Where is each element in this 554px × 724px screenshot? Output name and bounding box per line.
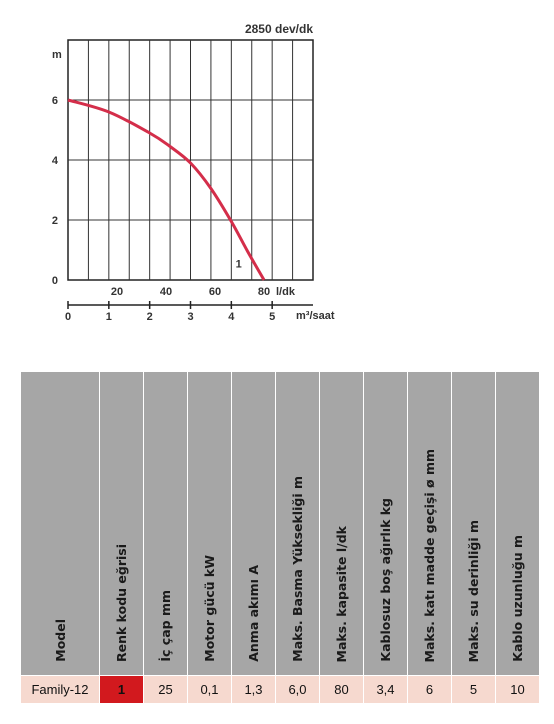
header-cell: Renk kodu eğrisi [99, 371, 144, 676]
series-line-1 [67, 98, 266, 281]
y-tick-label: 4 [52, 155, 59, 167]
x-primary-tick-labels: 20 40 60 80 [111, 286, 270, 298]
x-primary-tick-label: 40 [160, 286, 172, 298]
x-secondary-tick-labels: 0 1 2 3 4 5 [65, 311, 275, 323]
specification-table: Model Renk kodu eğrisi İç çap mm Motor g… [20, 371, 540, 704]
cell-max-depth: 5 [451, 675, 496, 704]
header-label: Maks. katı madde geçişi ø mm [422, 448, 437, 662]
cell-max-solids: 6 [407, 675, 452, 704]
header-label: Renk kodu eğrisi [114, 543, 129, 662]
x-secondary-tick-label: 1 [106, 311, 112, 323]
y-tick-label: 6 [52, 95, 58, 107]
x-primary-tick-label: 20 [111, 286, 123, 298]
y-tick-labels: 0 2 4 6 [52, 95, 59, 287]
cell-color-code: 1 [99, 675, 144, 704]
header-label: İç çap mm [158, 590, 173, 662]
header-label: Kablosuz boş ağırlık kg [378, 498, 393, 662]
cell-cable-length: 10 [495, 675, 540, 704]
cell-model: Family-12 [20, 675, 100, 704]
x-secondary-tick-label: 5 [269, 311, 275, 323]
header-label: Kablo uzunluğu m [510, 535, 525, 662]
x-primary-tick-label: 80 [258, 286, 270, 298]
header-label: Maks. Basma Yüksekliği m [290, 476, 305, 662]
header-cell: İç çap mm [143, 371, 188, 676]
cell-max-capacity: 80 [319, 675, 364, 704]
header-label: Maks. su derinliği m [466, 519, 481, 662]
y-tick-label: 0 [52, 275, 58, 287]
x-secondary-tick-label: 4 [228, 311, 235, 323]
table-row: Family-12 1 25 0,1 1,3 6,0 80 3,4 6 5 10 [20, 675, 540, 704]
x-secondary-tick-label: 0 [65, 311, 71, 323]
header-cell: Model [20, 371, 100, 676]
header-cell: Anma akımı A [231, 371, 276, 676]
chart-title: 2850 dev/dk [245, 22, 313, 36]
header-label: Anma akımı A [246, 565, 261, 662]
header-cell: Motor gücü kW [187, 371, 232, 676]
header-cell: Kablo uzunluğu m [495, 371, 540, 676]
header-cell: Maks. kapasite l/dk [319, 371, 364, 676]
x-secondary-tick-label: 2 [147, 311, 153, 323]
cell-weight: 3,4 [363, 675, 408, 704]
cell-inner-diameter: 25 [143, 675, 188, 704]
table-header-row: Model Renk kodu eğrisi İç çap mm Motor g… [20, 371, 540, 676]
y-axis-label: m [52, 49, 62, 61]
cell-motor-power: 0,1 [187, 675, 232, 704]
header-cell: Maks. katı madde geçişi ø mm [407, 371, 452, 676]
x-secondary-axis-label: m³/saat [296, 310, 335, 322]
header-cell: Maks. su derinliği m [451, 371, 496, 676]
chart-grid [67, 39, 314, 309]
y-tick-label: 2 [52, 215, 58, 227]
header-label: Motor gücü kW [202, 555, 217, 662]
header-label: Maks. kapasite l/dk [334, 525, 349, 663]
header-cell: Maks. Basma Yüksekliği m [275, 371, 320, 676]
cell-rated-current: 1,3 [231, 675, 276, 704]
header-cell: Kablosuz boş ağırlık kg [363, 371, 408, 676]
x-primary-tick-label: 60 [209, 286, 221, 298]
cell-max-head: 6,0 [275, 675, 320, 704]
series-label: 1 [236, 259, 242, 271]
pump-curve-chart: 0 2 4 6 20 40 60 80 0 1 2 3 4 5 1 2850 dev/dk m l/d… [52, 22, 335, 323]
header-label: Model [52, 619, 68, 662]
x-primary-axis-label: l/dk [276, 286, 296, 298]
x-secondary-tick-label: 3 [187, 311, 193, 323]
